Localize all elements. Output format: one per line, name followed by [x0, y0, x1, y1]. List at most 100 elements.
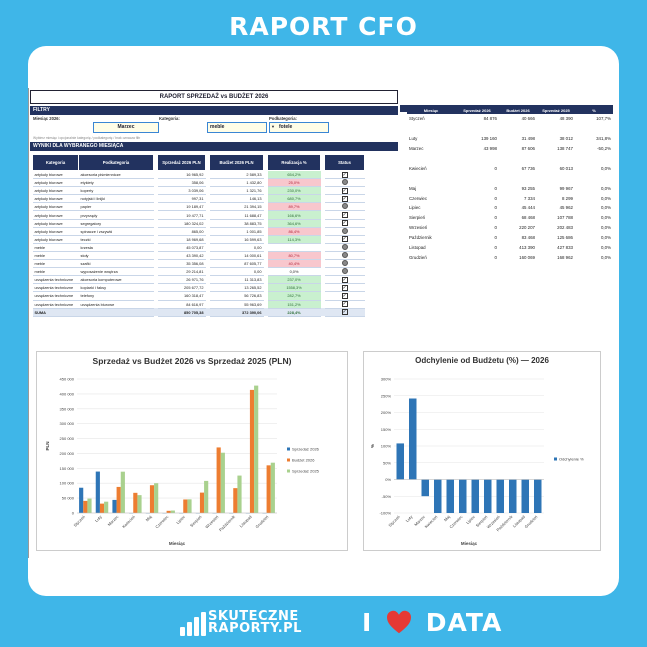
monthly-budget2026: 45 444 — [521, 205, 535, 211]
y-tick-label: -100% — [379, 511, 391, 516]
month-filter-select[interactable]: Marzec — [93, 122, 159, 133]
table-row: artykuły biurowe koperty 3 039,06 1 321,76 2… — [32, 186, 365, 196]
cell-sales: 205 677,72 — [157, 283, 206, 293]
monthly-sales2025: 125 686 — [557, 235, 573, 241]
table-row: meble krzesła 45 073,87 0,00 — [32, 243, 365, 252]
x-axis-label: Miesiąc — [169, 541, 186, 546]
cell-realization: 151,2% — [267, 300, 321, 309]
cell-realization: 166,6% — [267, 210, 321, 220]
bar-sprzeda-2025 — [104, 501, 109, 513]
monthly-month: Maj — [409, 185, 417, 191]
legend-swatch — [554, 457, 557, 461]
monthly-month: Kwiecień — [409, 165, 427, 171]
cell-realization: 80,7% — [267, 251, 321, 261]
monthly-budget2026 — [499, 154, 537, 164]
monthly-sales2026: 0 — [494, 235, 497, 241]
sum-row: SUMA 850 705,38 372 390,06 228,4% ✓ — [32, 308, 365, 317]
category-filter-label: Kategoria: — [159, 116, 180, 121]
cell-category: artykuły biurowe — [32, 186, 79, 196]
monthly-pct: 107,7% — [596, 116, 611, 122]
monthly-sales2025: 168 962 — [557, 254, 573, 260]
cell-sales: 180 324,02 — [157, 219, 206, 228]
cell-sales: 18 969,68 — [157, 235, 206, 244]
cell-subcategory: stoły — [78, 251, 154, 261]
results-header: WYNIKI DLA WYBRANEGO MIESIĄCA — [30, 142, 398, 151]
cell-budget: 0,00 — [209, 243, 264, 252]
x-tick-label: Kwiecień — [121, 514, 136, 529]
y-tick-label: 150 000 — [60, 466, 75, 471]
x-tick-label: Luty — [405, 514, 414, 523]
bar-bud-et-2026 — [199, 492, 205, 513]
monthly-month: Styczeń — [409, 116, 425, 122]
cell-budget: 16 599,63 — [209, 235, 264, 244]
monthly-budget2026: 67 736 — [521, 165, 535, 171]
status-check-icon[interactable]: ✓ — [341, 284, 348, 291]
status-dot-icon — [341, 179, 348, 186]
cell-realization: 0,0% — [267, 267, 321, 277]
col-header-subcategory: Podkategoria — [78, 154, 154, 171]
status-check-icon[interactable]: ✓ — [341, 212, 348, 219]
cell-sales: 26 971,76 — [157, 275, 206, 285]
status-check-icon[interactable]: ✓ — [341, 236, 348, 243]
monthly-month: Lipiec — [409, 205, 421, 211]
bar-sprzeda-2025 — [187, 499, 192, 513]
cell-subcategory: krzesła — [78, 243, 154, 252]
bar-bud-et-2026 — [166, 510, 171, 513]
x-tick-label: Styczeń — [72, 514, 86, 528]
y-tick-label: 400 000 — [60, 391, 75, 396]
cell-sales: 997,31 — [157, 194, 206, 204]
table-row: meble wyposażenie wnętrza 29 214,81 0,00 0,0… — [32, 267, 365, 277]
monthly-month — [407, 173, 455, 183]
cell-realization — [267, 243, 321, 252]
bar-odchylenie- — [421, 479, 429, 497]
logo-line2: RAPORTY.PL — [208, 621, 302, 636]
status-check-icon[interactable]: ✓ — [341, 309, 348, 316]
status-check-icon[interactable]: ✓ — [341, 301, 348, 308]
col-header-realization: Realizacja % — [267, 154, 321, 171]
report-card: RAPORT SPRZEDAŻ vs BUDŻET 2026 FILTRY Mi… — [28, 46, 619, 596]
legend-swatch — [287, 447, 290, 451]
status-check-icon[interactable]: ✓ — [341, 276, 348, 283]
monthly-row: Marzec 43 998 87 606 138 747 -50,2% — [407, 144, 613, 154]
cell-realization: 654,2% — [267, 170, 321, 180]
status-check-icon[interactable]: ✓ — [341, 187, 348, 194]
col-header-budget: Budżet 2026 PLN — [209, 154, 264, 171]
cell-subcategory: segregatory — [78, 219, 154, 228]
cell-subcategory: koperty — [78, 186, 154, 196]
legend-label: Sprzedaż 2025 — [292, 469, 320, 474]
bar-odchylenie- — [521, 479, 529, 513]
bar-odchylenie- — [484, 479, 492, 513]
status-check-icon[interactable]: ✓ — [341, 220, 348, 227]
status-check-icon[interactable]: ✓ — [341, 195, 348, 202]
status-dot-icon — [341, 243, 348, 250]
cell-sales: 29 214,81 — [157, 267, 206, 277]
dropdown-arrow-icon[interactable]: ▼ — [271, 124, 275, 129]
monthly-pct: 0,0% — [600, 165, 611, 171]
sales-budget-chart: Sprzedaż vs Budżet 2026 vs Sprzedaż 2025… — [36, 351, 348, 551]
x-tick-label: Maj — [443, 514, 451, 522]
cell-sales: 19 189,47 — [157, 202, 206, 212]
filters-note: Wybierz miesiąc i opcjonalnie kategorię … — [33, 136, 141, 140]
monthly-sales2026: 0 — [494, 254, 497, 260]
monthly-row: Styczeń 84 876 40 666 48 390 107,7% — [407, 114, 613, 124]
status-check-icon[interactable]: ✓ — [341, 292, 348, 299]
cell-subcategory: wyposażenie wnętrza — [78, 267, 154, 277]
category-filter-select[interactable]: meble — [207, 122, 267, 133]
legend-swatch — [287, 469, 290, 473]
x-tick-label: Październik — [218, 514, 236, 532]
monthly-row: Grudzień 0 160 069 168 962 0,0% — [407, 252, 613, 262]
status-check-icon[interactable]: ✓ — [341, 171, 348, 178]
bar-sprzeda-2026 — [95, 471, 100, 513]
y-tick-label: 300% — [381, 377, 392, 382]
subcategory-filter-select[interactable]: ▼ fotele — [269, 122, 329, 133]
cell-budget: 146,13 — [209, 194, 264, 204]
monthly-budget2026: 413 390 — [519, 245, 535, 251]
bar-sprzeda-2025 — [170, 510, 175, 513]
x-tick-label: Lipiec — [175, 514, 186, 525]
monthly-sales2026: 43 998 — [483, 146, 497, 152]
monthly-pct: 341,8% — [596, 136, 611, 142]
cell-budget: 87 605,77 — [209, 259, 264, 269]
monthly-sales2025 — [537, 154, 575, 164]
monthly-pct: 0,0% — [600, 195, 611, 201]
cell-budget: 1 321,76 — [209, 186, 264, 196]
